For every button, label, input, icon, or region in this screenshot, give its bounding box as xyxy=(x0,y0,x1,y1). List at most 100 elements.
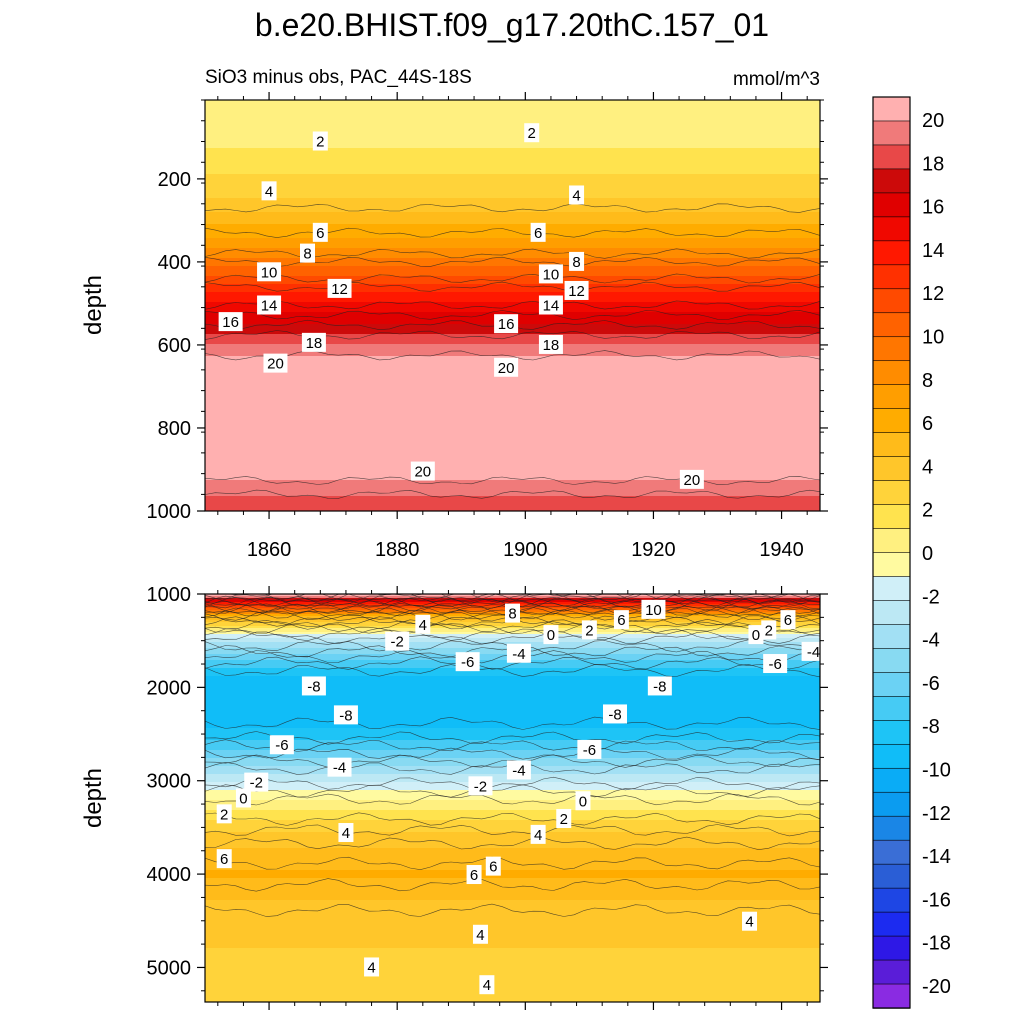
lower-fill-strip xyxy=(205,810,820,813)
lower-fill-strip xyxy=(205,934,820,937)
lower-fill-strip xyxy=(205,890,820,893)
lower-contour-label-text: 0 xyxy=(579,793,587,810)
lower-contour-label-bg xyxy=(543,625,559,645)
lower-fill-strip xyxy=(205,632,820,635)
colorbar-swatch xyxy=(872,312,911,338)
lower-fill-strip xyxy=(205,938,820,941)
upper-fill-strip xyxy=(205,270,820,273)
lower-fill-strip xyxy=(205,974,820,977)
lower-fill-strip xyxy=(205,602,820,605)
lower-contour-label: 2 xyxy=(556,809,572,829)
lower-fill-strip xyxy=(205,900,820,903)
lower-fill-strip xyxy=(205,700,820,703)
lower-fill-strip xyxy=(205,782,820,785)
colorbar-label: -12 xyxy=(922,803,951,825)
lower-fill-strip xyxy=(205,846,820,849)
upper-fill-strip xyxy=(205,386,820,389)
lower-contour-label-text: 4 xyxy=(342,825,350,842)
upper-fill-strip xyxy=(205,196,820,199)
upper-contour-label: 8 xyxy=(300,243,315,263)
lower-contour-label-text: -4 xyxy=(512,646,525,663)
upper-fill-strip xyxy=(205,128,820,131)
upper-y-tick-label: 1000 xyxy=(147,501,192,523)
lower-contour-label-text: 8 xyxy=(508,606,516,623)
upper-contour-label-bg xyxy=(218,312,243,332)
upper-fill-strip xyxy=(205,440,820,443)
upper-fill-strip xyxy=(205,280,820,283)
lower-fill-strip xyxy=(205,942,820,945)
lower-contour-label-text: -4 xyxy=(807,644,820,661)
lower-contour-label-bg xyxy=(216,804,232,824)
upper-fill-strip xyxy=(205,298,820,301)
lower-fill-strip xyxy=(205,636,820,639)
upper-fill-strip xyxy=(205,350,820,353)
lower-contour-label-text: -2 xyxy=(391,634,404,651)
upper-fill-strip xyxy=(205,488,820,491)
upper-contour-label: 12 xyxy=(564,280,589,300)
upper-contour-label: 16 xyxy=(218,312,243,332)
upper-fill-strip xyxy=(205,434,820,437)
upper-fill-strip xyxy=(205,378,820,381)
lower-fill-strip xyxy=(205,896,820,899)
upper-fill-strip xyxy=(205,250,820,253)
upper-fill-strip xyxy=(205,236,820,239)
upper-contour-label-text: 18 xyxy=(543,337,560,354)
upper-fill-strip xyxy=(205,152,820,155)
lower-fill-strip xyxy=(205,798,820,801)
upper-fill-strip xyxy=(205,112,820,115)
lower-fill-strip xyxy=(205,894,820,897)
lower-fill-strip xyxy=(205,676,820,679)
upper-fill-strip xyxy=(205,484,820,487)
upper-fill-strip xyxy=(205,340,820,343)
upper-contour-label-text: 4 xyxy=(572,187,580,204)
upper-contour-label-bg xyxy=(569,251,585,271)
upper-fill-strip xyxy=(205,110,820,113)
upper-fill-strip xyxy=(205,392,820,395)
lower-fill-strip xyxy=(205,950,820,953)
lower-contour-label-text: 4 xyxy=(419,617,427,634)
lower-fill-strip xyxy=(205,986,820,989)
upper-fill-strip xyxy=(205,500,820,503)
lower-contour-label-bg xyxy=(530,824,546,844)
lower-fill-strip xyxy=(205,672,820,675)
lower-fill-strip xyxy=(205,868,820,871)
lower-fill-strip xyxy=(205,692,820,695)
colorbar-swatch xyxy=(872,959,911,985)
lower-fill-strip xyxy=(205,990,820,993)
lower-contour-label-bg xyxy=(338,823,354,843)
upper-contour-label: 12 xyxy=(327,278,352,298)
lower-fill-strip xyxy=(205,808,820,811)
lower-contour-label-bg xyxy=(327,757,352,777)
lower-fill-strip xyxy=(205,966,820,969)
lower-fill-strip xyxy=(205,960,820,963)
lower-fill-strip xyxy=(205,826,820,829)
lower-contour-label-text: 2 xyxy=(585,622,593,639)
lower-contour-line xyxy=(205,630,820,645)
upper-contour-label-bg xyxy=(494,357,519,377)
lower-contour-label-text: 2 xyxy=(220,806,228,823)
lower-contour-label-text: -8 xyxy=(653,678,666,695)
upper-fill-strip xyxy=(205,214,820,217)
colorbar-swatch xyxy=(872,384,911,410)
upper-contour-label-bg xyxy=(569,185,585,205)
colorbar-swatch xyxy=(872,120,911,146)
upper-fill-strip xyxy=(205,278,820,281)
lower-fill-strip xyxy=(205,962,820,965)
colorbar-swatch xyxy=(872,216,911,242)
lower-fill-strip xyxy=(205,998,820,1001)
lower-contour-label-text: -8 xyxy=(608,706,621,723)
upper-contour-label: 2 xyxy=(524,123,540,143)
lower-contour-label-bg xyxy=(301,676,326,696)
colorbar-label: -18 xyxy=(922,933,951,955)
lower-fill-strip xyxy=(205,972,820,975)
lower-fill-strip xyxy=(205,748,820,751)
upper-fill-strip xyxy=(205,204,820,207)
colorbar-swatch xyxy=(872,863,911,889)
lower-contour-label-bg xyxy=(506,643,531,663)
lower-fill-strip xyxy=(205,716,820,719)
lower-fill-strip xyxy=(205,736,820,739)
upper-fill-strip xyxy=(205,272,820,275)
upper-fill-strip xyxy=(205,448,820,451)
upper-contour-label: 20 xyxy=(263,353,288,373)
lower-fill-strip xyxy=(205,874,820,877)
